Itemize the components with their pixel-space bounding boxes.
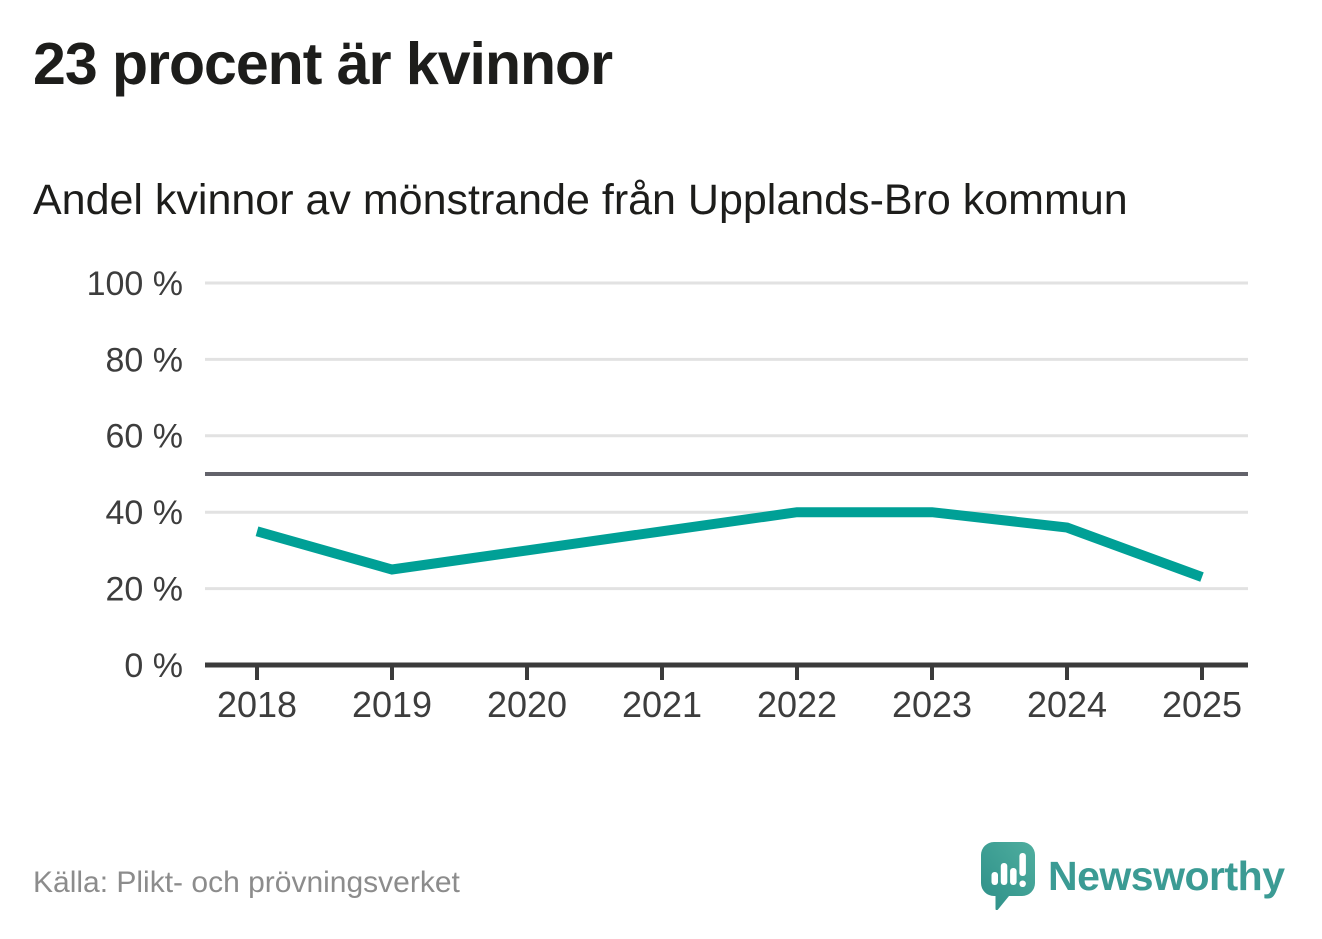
- y-tick-label: 40 %: [106, 494, 184, 532]
- x-tick-label: 2020: [487, 684, 567, 725]
- x-tick-label: 2021: [622, 684, 702, 725]
- source-caption: Källa: Plikt- och prövningsverket: [33, 866, 460, 899]
- x-tick-label: 2022: [757, 684, 837, 725]
- newsworthy-logo-icon: [981, 842, 1035, 910]
- y-tick-label: 60 %: [106, 418, 184, 456]
- page-title: 23 procent är kvinnor: [33, 31, 613, 97]
- speech-bubble-shape: [981, 842, 1035, 910]
- logo-bar-1: [991, 872, 998, 885]
- x-tick-label: 2024: [1027, 684, 1107, 725]
- y-tick-label: 80 %: [106, 341, 184, 379]
- logo-exclamation-dot: [1019, 880, 1026, 887]
- newsworthy-wordmark: Newsworthy: [1048, 853, 1285, 899]
- x-tick-label: 2019: [352, 684, 432, 725]
- x-tick-label: 2025: [1162, 684, 1242, 725]
- x-tick-label: 2023: [892, 684, 972, 725]
- data-line: [255, 507, 1204, 582]
- logo-bar-2: [1000, 863, 1008, 885]
- newsworthy-logo: Newsworthy: [981, 842, 1285, 910]
- y-tick-label: 0 %: [124, 647, 183, 685]
- y-tick-label: 100 %: [87, 265, 183, 303]
- x-tick-label: 2018: [217, 684, 297, 725]
- line-chart: 0 % 20 % 40 % 60 % 80 % 100 % 2018 2019 2020 2021…: [87, 265, 1248, 725]
- chart-subtitle: Andel kvinnor av mönstrande från Uppland…: [33, 176, 1128, 224]
- logo-exclamation-bar: [1019, 853, 1026, 876]
- logo-bar-3: [1010, 868, 1017, 885]
- y-tick-label: 20 %: [106, 571, 184, 609]
